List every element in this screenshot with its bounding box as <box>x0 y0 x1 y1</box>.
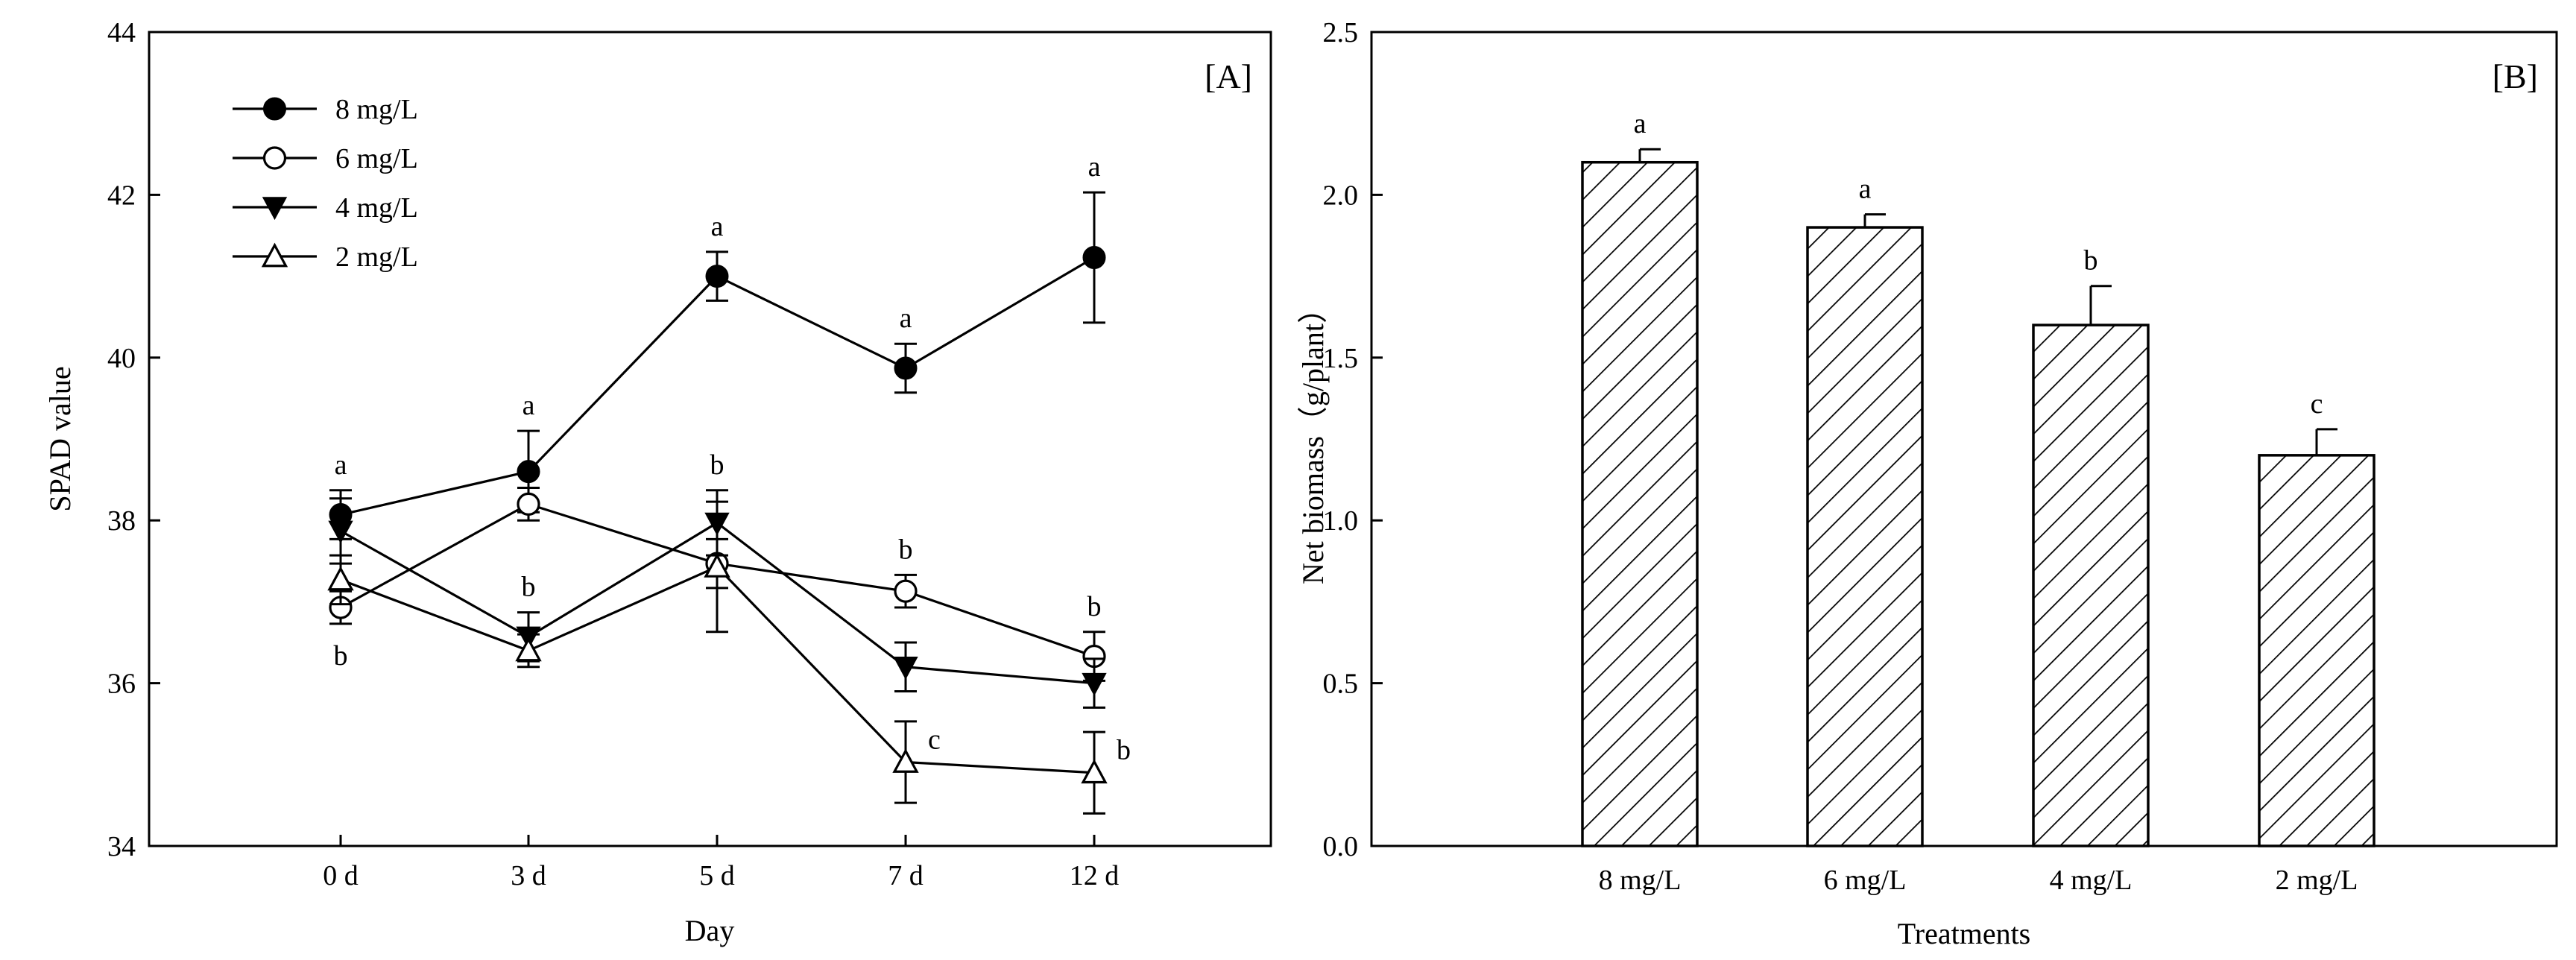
sig-label-8-mg-l-2: a <box>711 211 724 242</box>
point-2-mg-l-1 <box>515 637 542 662</box>
point-2-mg-l-4 <box>1081 759 1108 784</box>
sig-label-b-8-mg-l: a <box>1634 108 1647 139</box>
x-tick-label-a-12-d: 12 d <box>1070 860 1120 891</box>
y-axis-title-b: Net biomass（g/plant） <box>1296 294 1330 584</box>
sig-label-b-6-mg-l: a <box>1859 174 1872 205</box>
legend-marker-2-mg-l <box>261 242 288 268</box>
bar-6-mg-l <box>1806 226 1924 847</box>
significance-labels-b: a a b c <box>1634 108 2323 420</box>
bar-4-mg-l <box>2032 323 2150 847</box>
x-axis-title-b: Treatments <box>1898 917 2031 950</box>
point-8-mg-l-1 <box>517 460 540 484</box>
sig-label-6-mg-l-4: b <box>1087 591 1102 622</box>
sig-label-8-mg-l-4: a <box>1088 151 1101 183</box>
y-tick-label-a-40: 40 <box>107 343 136 374</box>
sig-label-2-mg-l-3: c <box>928 724 941 756</box>
sig-label-8-mg-l-3: a <box>900 303 912 334</box>
legend-label-4-mg-l: 4 mg/L <box>335 192 418 224</box>
y-tick-label-b-0-0: 0.0 <box>1323 831 1359 862</box>
significance-labels-a: a a a a a b b b b b c b <box>334 151 1131 766</box>
sig-label-8-mg-l-0: a <box>335 449 347 481</box>
y-tick-label-b-2-5: 2.5 <box>1323 17 1359 48</box>
x-tick-label-b-2-mg-l: 2 mg/L <box>2276 865 2358 896</box>
plot-frame-a <box>148 31 1272 847</box>
legend-marker-8-mg-l <box>263 97 286 121</box>
sig-label-8-mg-l-1: a <box>523 390 535 421</box>
y-axis-b: 0.0 0.5 1.0 1.5 2.0 2.5 <box>1323 17 1383 862</box>
bar-group-b <box>1581 148 2375 847</box>
point-8-mg-l-3 <box>894 356 918 380</box>
chart-panel-a: 34 36 38 40 42 44 0 d 3 d 5 d 7 d 12 d a a a a a b b b b b… <box>43 17 1272 947</box>
x-tick-label-a-3-d: 3 d <box>511 860 546 891</box>
point-6-mg-l-3 <box>894 579 918 603</box>
point-4-mg-l-4 <box>1082 672 1107 696</box>
legend-a: 8 mg/L 6 mg/L 4 mg/L 2 mg/L <box>233 94 418 273</box>
chart-panel-b: 0.0 0.5 1.0 1.5 2.0 2.5 8 mg/L 6 mg/L 4 mg/L 2 m… <box>1296 17 2558 950</box>
y-tick-label-b-2-0: 2.0 <box>1323 180 1359 211</box>
series-group-a <box>327 191 1108 815</box>
point-6-mg-l-1 <box>517 492 540 516</box>
legend-label-8-mg-l: 8 mg/L <box>335 94 418 125</box>
point-8-mg-l-4 <box>1082 245 1106 269</box>
panel-label-b: [B] <box>2493 57 2538 95</box>
y-tick-label-a-34: 34 <box>107 831 136 862</box>
y-tick-label-a-36: 36 <box>107 669 136 700</box>
y-tick-label-a-44: 44 <box>107 17 136 48</box>
x-tick-label-b-6-mg-l: 6 mg/L <box>1824 865 1907 896</box>
point-8-mg-l-2 <box>705 265 729 288</box>
point-2-mg-l-2 <box>704 553 730 578</box>
x-tick-label-b-4-mg-l: 4 mg/L <box>2050 865 2133 896</box>
sig-label-6-mg-l-3: b <box>899 534 913 565</box>
bar-2-mg-l <box>2258 454 2375 847</box>
sig-label-6-mg-l-0: b <box>334 640 348 672</box>
y-axis-title-a: SPAD value <box>43 366 77 511</box>
legend-label-2-mg-l: 2 mg/L <box>335 241 418 273</box>
bar-8-mg-l <box>1581 160 1699 847</box>
point-4-mg-l-0 <box>328 520 353 544</box>
y-tick-label-a-42: 42 <box>107 180 136 211</box>
plot-frame-b <box>1370 31 2558 847</box>
x-tick-label-a-7-d: 7 d <box>888 860 924 891</box>
x-axis-a: 0 d 3 d 5 d 7 d 12 d <box>323 835 1119 891</box>
panel-label-a: [A] <box>1205 57 1252 95</box>
y-tick-label-b-1-0: 1.0 <box>1323 505 1359 537</box>
y-tick-label-b-1-5: 1.5 <box>1323 343 1359 374</box>
sig-label-4-mg-l-1: b <box>522 572 536 603</box>
x-axis-b: 8 mg/L 6 mg/L 4 mg/L 2 mg/L <box>1599 865 2358 896</box>
legend-marker-6-mg-l <box>262 146 287 170</box>
sig-label-4-mg-l-2: b <box>710 449 724 481</box>
x-tick-label-b-8-mg-l: 8 mg/L <box>1599 865 1682 896</box>
point-2-mg-l-0 <box>327 566 354 591</box>
sig-label-2-mg-l-4: b <box>1117 735 1131 766</box>
legend-marker-4-mg-l <box>262 197 288 221</box>
point-4-mg-l-3 <box>893 657 918 680</box>
y-tick-label-b-0-5: 0.5 <box>1323 669 1359 700</box>
y-axis-a: 34 36 38 40 42 44 <box>107 17 160 862</box>
x-axis-title-a: Day <box>685 914 735 947</box>
sig-label-b-4-mg-l: b <box>2084 245 2098 277</box>
legend-label-6-mg-l: 6 mg/L <box>335 143 418 174</box>
point-2-mg-l-3 <box>892 748 919 773</box>
x-tick-label-a-5-d: 5 d <box>699 860 735 891</box>
y-tick-label-a-38: 38 <box>107 505 136 537</box>
x-tick-label-a-0-d: 0 d <box>323 860 359 891</box>
sig-label-b-2-mg-l: c <box>2311 388 2323 420</box>
